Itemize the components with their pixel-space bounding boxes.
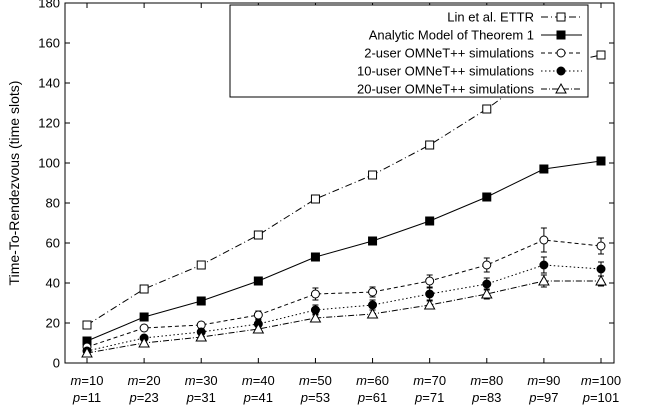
x-tick-label-m: m=50 bbox=[299, 373, 332, 388]
data-point bbox=[482, 104, 492, 114]
series-line bbox=[86, 239, 602, 348]
data-point bbox=[310, 252, 320, 262]
plot-frame bbox=[64, 2, 615, 364]
x-tick-label-p: p=97 bbox=[528, 390, 558, 405]
x-tick-label-m: m=40 bbox=[242, 373, 275, 388]
x-tick-label-m: m=80 bbox=[470, 373, 503, 388]
x-tick-label-p: p=11 bbox=[72, 390, 101, 405]
y-tick-label: 120 bbox=[38, 116, 60, 131]
data-point bbox=[138, 336, 150, 348]
x-tick-label-m: m=30 bbox=[185, 373, 218, 388]
series-3 bbox=[82, 227, 606, 352]
legend-label: Analytic Model of Theorem 1 bbox=[369, 28, 534, 43]
data-point bbox=[539, 260, 549, 270]
data-point bbox=[81, 346, 93, 358]
x-tick-label-p: p=31 bbox=[186, 390, 216, 405]
series-layer bbox=[81, 50, 607, 358]
legend-box bbox=[229, 4, 589, 98]
x-tick-label-m: m=100 bbox=[581, 373, 621, 388]
data-point bbox=[423, 298, 436, 310]
y-tick-label: 0 bbox=[53, 356, 60, 371]
y-axis-label: Time-To-Rendezvous (time slots) bbox=[6, 81, 22, 286]
x-tick-label-p: p=61 bbox=[357, 390, 387, 405]
data-point bbox=[139, 284, 149, 294]
legend-label: 20-user OMNeT++ simulations bbox=[357, 82, 535, 97]
data-point bbox=[425, 276, 435, 286]
data-point bbox=[309, 311, 322, 323]
y-tick-label: 20 bbox=[46, 316, 60, 331]
series-line bbox=[86, 264, 602, 352]
y-tick-label: 60 bbox=[46, 236, 60, 251]
legend-marker bbox=[556, 12, 566, 22]
y-tick-label: 40 bbox=[46, 276, 60, 291]
data-point bbox=[139, 312, 149, 322]
data-point bbox=[482, 279, 492, 289]
data-point bbox=[253, 230, 263, 240]
y-tick-label: 140 bbox=[38, 76, 60, 91]
data-point bbox=[196, 296, 206, 306]
legend-label: 2-user OMNeT++ simulations bbox=[364, 46, 534, 61]
legend: Lin et al. ETTR Analytic Model of Theorem… bbox=[229, 4, 589, 98]
data-point bbox=[539, 164, 549, 174]
data-point bbox=[482, 192, 492, 202]
series-4 bbox=[82, 256, 606, 356]
x-tick-label-p: p=71 bbox=[414, 390, 444, 405]
data-point bbox=[253, 276, 263, 286]
data-point bbox=[368, 287, 378, 297]
data-point bbox=[596, 241, 606, 251]
data-point bbox=[196, 260, 206, 270]
data-point bbox=[310, 289, 320, 299]
data-point bbox=[368, 170, 378, 180]
data-point bbox=[596, 50, 606, 60]
data-point bbox=[368, 300, 378, 310]
legend-marker bbox=[556, 66, 566, 76]
data-point bbox=[366, 307, 379, 319]
x-tick-label-p: p=41 bbox=[243, 390, 273, 405]
legend-label: Lin et al. ETTR bbox=[447, 10, 534, 25]
x-tick-label-m: m=20 bbox=[128, 373, 161, 388]
x-tick-label-p: p=53 bbox=[300, 390, 330, 405]
series-5 bbox=[81, 274, 607, 358]
data-point bbox=[425, 289, 435, 299]
x-tick-label-m: m=70 bbox=[413, 373, 446, 388]
y-tick-label: 80 bbox=[46, 196, 60, 211]
data-point bbox=[310, 194, 320, 204]
series-line bbox=[86, 160, 602, 342]
x-axis: m=10 p=11 m=20 p=23 m=30 p=31 m=40 p=41 m=50 p=53… bbox=[71, 3, 621, 405]
data-point bbox=[139, 323, 149, 333]
x-tick-label-p: p=23 bbox=[128, 390, 158, 405]
y-tick-label: 160 bbox=[38, 36, 60, 51]
legend-marker bbox=[556, 30, 566, 40]
data-point bbox=[82, 320, 92, 330]
x-tick-label-m: m=90 bbox=[527, 373, 560, 388]
data-point bbox=[425, 216, 435, 226]
series-2 bbox=[82, 156, 606, 346]
data-point bbox=[482, 260, 492, 270]
legend-marker bbox=[555, 82, 567, 94]
data-point bbox=[195, 330, 208, 342]
data-point bbox=[425, 140, 435, 150]
x-tick-label-m: m=10 bbox=[71, 373, 104, 388]
data-point bbox=[596, 156, 606, 166]
data-point bbox=[539, 235, 549, 245]
data-point bbox=[253, 310, 263, 320]
series-line bbox=[86, 280, 601, 354]
x-tick-label-m: m=60 bbox=[356, 373, 389, 388]
y-tick-label: 100 bbox=[38, 156, 60, 171]
x-tick-label-p: p=83 bbox=[471, 390, 501, 405]
legend-marker bbox=[556, 48, 566, 58]
data-point bbox=[480, 287, 493, 299]
data-point bbox=[595, 274, 607, 286]
data-point bbox=[538, 274, 550, 286]
y-tick-label: 180 bbox=[38, 0, 60, 11]
y-axis: 0 20 40 60 80 100 120 140 160 180 bbox=[38, 0, 614, 371]
legend-label: 10-user OMNeT++ simulations bbox=[357, 64, 535, 79]
x-tick-label-p: p=101 bbox=[582, 390, 620, 405]
data-point bbox=[252, 322, 265, 334]
data-point bbox=[596, 264, 606, 274]
data-point bbox=[368, 236, 378, 246]
